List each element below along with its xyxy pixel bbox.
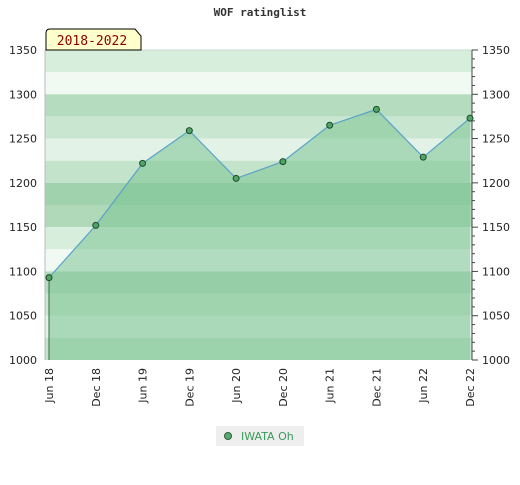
x-tick-label: Jun 20 bbox=[230, 368, 243, 404]
y-tick-label-left: 1000 bbox=[9, 354, 37, 367]
y-tick-label-left: 1350 bbox=[9, 44, 37, 57]
data-point bbox=[45, 274, 53, 282]
data-point bbox=[139, 159, 147, 167]
data-point bbox=[279, 158, 287, 166]
legend: IWATA Oh bbox=[216, 426, 304, 446]
x-tick-label: Jun 19 bbox=[137, 368, 150, 404]
data-point bbox=[92, 221, 100, 229]
x-tick-label: Dec 22 bbox=[464, 368, 477, 407]
x-tick-label: Dec 21 bbox=[370, 368, 383, 407]
y-tick-label-left: 1100 bbox=[9, 265, 37, 278]
legend-series-label: IWATA Oh bbox=[241, 429, 294, 443]
y-tick-label-left: 1300 bbox=[9, 88, 37, 101]
y-tick-label-right: 1100 bbox=[482, 265, 510, 278]
data-point bbox=[326, 121, 334, 129]
axes-layer: 1000 1000 1050 1050 1100 1100 1150 1150 1200 1200… bbox=[9, 44, 510, 407]
data-point bbox=[419, 153, 427, 161]
y-tick-label-left: 1150 bbox=[9, 221, 37, 234]
background-band bbox=[45, 116, 472, 139]
y-tick-label-right: 1350 bbox=[482, 44, 510, 57]
y-tick-label-left: 1250 bbox=[9, 133, 37, 146]
y-tick-label-right: 1200 bbox=[482, 177, 510, 190]
x-tick-label: Jun 18 bbox=[43, 368, 56, 404]
x-tick-label: Dec 19 bbox=[183, 368, 196, 407]
background-band bbox=[45, 94, 472, 117]
data-point bbox=[232, 174, 240, 182]
y-tick-label-right: 1000 bbox=[482, 354, 510, 367]
background-band bbox=[45, 72, 472, 95]
y-tick-label-right: 1250 bbox=[482, 133, 510, 146]
x-tick-label: Dec 20 bbox=[277, 368, 290, 407]
y-tick-label-left: 1200 bbox=[9, 177, 37, 190]
area-layer bbox=[48, 108, 471, 360]
marks-layer bbox=[45, 105, 474, 282]
period-badge-text: 2018-2022 bbox=[57, 34, 127, 49]
legend-marker-icon bbox=[224, 432, 232, 440]
data-point bbox=[372, 105, 380, 113]
x-tick-label: Dec 18 bbox=[90, 368, 103, 407]
background-band bbox=[45, 50, 472, 73]
y-tick-label-right: 1050 bbox=[482, 310, 510, 323]
y-tick-label-right: 1300 bbox=[482, 88, 510, 101]
x-tick-label: Jun 22 bbox=[417, 368, 430, 404]
y-tick-label-left: 1050 bbox=[9, 310, 37, 323]
period-badge: 2018-2022 bbox=[45, 28, 142, 51]
chart-title: WOF ratinglist bbox=[214, 6, 307, 19]
y-tick-label-right: 1150 bbox=[482, 221, 510, 234]
period-badge-box bbox=[45, 28, 142, 51]
x-tick-label: Jun 21 bbox=[324, 368, 337, 404]
series-line bbox=[48, 108, 471, 279]
data-point bbox=[185, 127, 193, 135]
series-area-fill bbox=[49, 109, 470, 360]
data-point bbox=[466, 114, 474, 122]
